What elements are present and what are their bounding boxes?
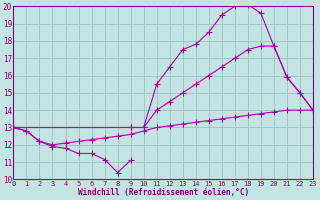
X-axis label: Windchill (Refroidissement éolien,°C): Windchill (Refroidissement éolien,°C)	[78, 188, 249, 197]
